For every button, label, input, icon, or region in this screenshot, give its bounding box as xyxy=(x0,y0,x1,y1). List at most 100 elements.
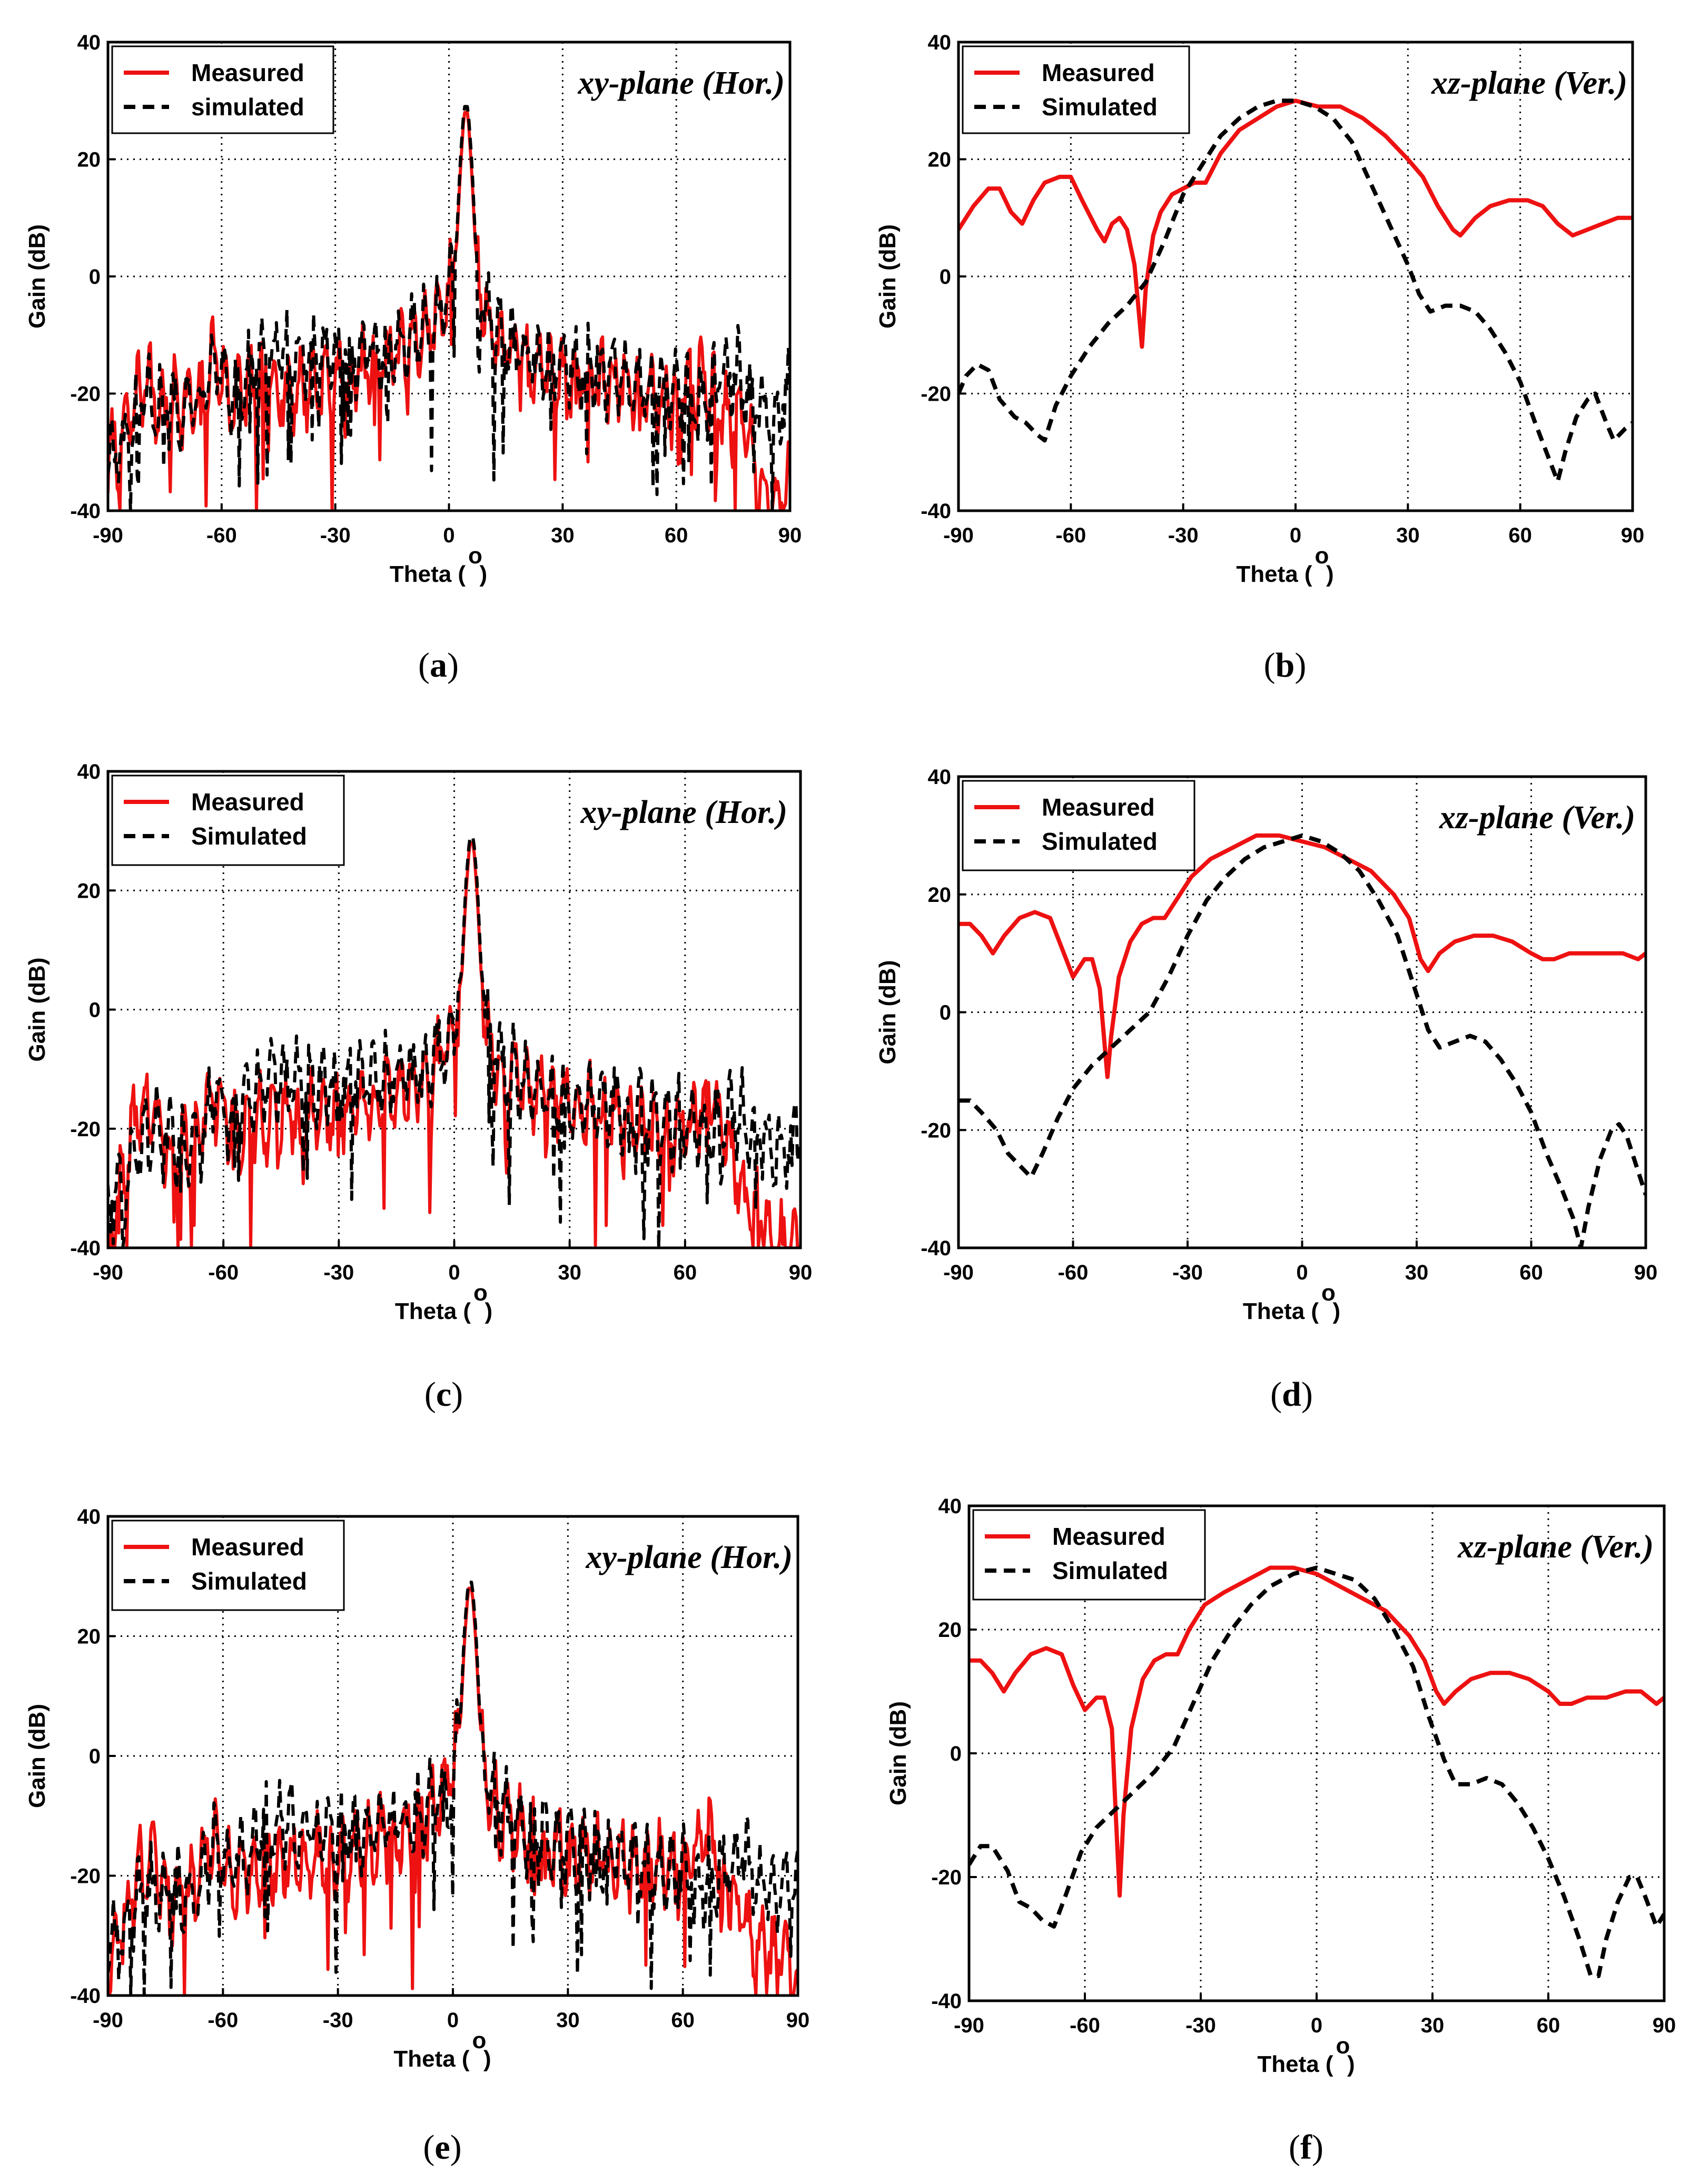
legend-label-measured: Measured xyxy=(1042,59,1155,86)
x-axis-label: Theta ( ) xyxy=(395,1298,492,1324)
x-axis-label-degree: o xyxy=(473,1280,488,1306)
series-simulated xyxy=(108,105,790,511)
x-tick-label: 60 xyxy=(671,2009,695,2032)
x-tick-label: 60 xyxy=(1519,1261,1543,1284)
x-tick-label: -60 xyxy=(208,1261,239,1284)
y-tick-label: -20 xyxy=(921,383,951,406)
legend-box xyxy=(111,775,345,866)
x-tick-label: 30 xyxy=(1421,2014,1445,2037)
y-tick-label: 20 xyxy=(77,148,101,172)
y-axis-label: Gain (dB) xyxy=(875,960,901,1065)
y-tick-label: 40 xyxy=(77,760,101,783)
plane-label: xz-plane (Ver.) xyxy=(1431,65,1627,101)
x-tick-label: -90 xyxy=(943,524,974,547)
x-tick-label: -30 xyxy=(320,524,351,547)
x-axis-label: Theta ( ) xyxy=(393,2046,491,2072)
series-simulated xyxy=(108,835,800,1248)
x-tick-label: 0 xyxy=(448,1261,460,1284)
legend-label-measured: Measured xyxy=(191,788,304,816)
x-tick-label: 30 xyxy=(558,1261,581,1284)
legend-box xyxy=(111,45,334,134)
y-tick-label: 20 xyxy=(928,148,952,172)
y-tick-label: 40 xyxy=(77,1505,101,1528)
panel-caption: (b) xyxy=(1264,646,1307,684)
y-tick-label: 40 xyxy=(938,1495,962,1518)
legend-label-simulated: Simulated xyxy=(191,822,307,850)
plane-label: xz-plane (Ver.) xyxy=(1439,800,1635,836)
panel-caption: (e) xyxy=(423,2128,461,2167)
x-tick-label: -30 xyxy=(1185,2014,1216,2037)
x-tick-label: 0 xyxy=(443,524,454,547)
x-tick-label: -90 xyxy=(93,2009,123,2032)
x-tick-label: 0 xyxy=(1311,2014,1322,2037)
x-tick-label: 60 xyxy=(1537,2014,1560,2037)
y-tick-label: -40 xyxy=(70,500,101,523)
x-tick-label: 0 xyxy=(1296,1261,1308,1284)
y-axis-label: Gain (dB) xyxy=(24,224,50,329)
x-tick-label: -30 xyxy=(1172,1261,1203,1284)
x-tick-label: -90 xyxy=(93,524,123,547)
y-tick-label: -40 xyxy=(70,1984,101,2008)
x-tick-label: 90 xyxy=(1621,524,1645,547)
x-tick-label: -60 xyxy=(206,524,237,547)
legend-label-simulated: Simulated xyxy=(191,1567,307,1595)
y-tick-label: -20 xyxy=(70,1865,101,1888)
x-axis-label-degree: o xyxy=(1315,543,1329,569)
legend-label-simulated: Simulated xyxy=(1042,93,1158,121)
legend-label-measured: Measured xyxy=(1042,793,1155,821)
y-axis-label: Gain (dB) xyxy=(875,224,901,329)
x-tick-label: 90 xyxy=(1634,1261,1658,1284)
x-tick-label: -30 xyxy=(323,1261,354,1284)
y-tick-label: 40 xyxy=(928,766,952,789)
x-axis-label-degree: o xyxy=(1336,2033,1350,2059)
x-axis-label-degree: o xyxy=(472,2028,487,2053)
x-axis-label: Theta ( ) xyxy=(1257,2051,1355,2077)
y-tick-label: 0 xyxy=(89,265,101,289)
x-tick-label: 90 xyxy=(786,2009,810,2032)
y-tick-label: -20 xyxy=(70,1118,101,1141)
x-tick-label: 90 xyxy=(1653,2014,1676,2037)
y-tick-label: 0 xyxy=(89,1745,101,1768)
series-measured xyxy=(969,1565,1664,1898)
x-tick-label: -30 xyxy=(1168,524,1199,547)
y-tick-label: -40 xyxy=(931,1990,962,2013)
x-tick-label: -90 xyxy=(954,2014,984,2037)
legend-label-simulated: Simulated xyxy=(1052,1557,1168,1584)
x-tick-label: -60 xyxy=(1070,2014,1100,2037)
chart-panel-b: -90 -60 -30 0 30 60 90 -40 -20 0 20 40 Theta ( )o Gai… xyxy=(875,31,1644,684)
legend-label-simulated: simulated xyxy=(191,93,304,121)
y-axis-label: Gain (dB) xyxy=(24,958,50,1062)
plane-label: xy-plane (Hor.) xyxy=(585,1540,793,1575)
y-tick-label: 0 xyxy=(940,1001,951,1025)
x-axis-label-degree: o xyxy=(468,543,482,569)
panel-caption: (a) xyxy=(418,646,459,684)
legend-label-simulated: Simulated xyxy=(1042,828,1158,855)
chart-panel-f: -90 -60 -30 0 30 60 90 -40 -20 0 20 40 Theta ( )o Gai… xyxy=(885,1495,1676,2167)
plane-label: xy-plane (Hor.) xyxy=(577,65,785,101)
x-axis-label: Theta ( ) xyxy=(1236,561,1333,587)
chart-panel-c: -90 -60 -30 0 30 60 90 -40 -20 0 20 40 Theta ( )o Gai… xyxy=(24,760,812,1414)
y-axis-label: Gain (dB) xyxy=(885,1701,911,1805)
legend-label-measured: Measured xyxy=(191,59,304,86)
x-tick-label: 30 xyxy=(1405,1261,1429,1284)
y-tick-label: -40 xyxy=(70,1237,101,1260)
chart-panel-d: -90 -60 -30 0 30 60 90 -40 -20 0 20 40 Theta ( )o Gai… xyxy=(875,766,1657,1414)
x-tick-label: -60 xyxy=(1058,1261,1089,1284)
y-tick-label: 20 xyxy=(77,1625,101,1649)
x-tick-label: 30 xyxy=(1396,524,1420,547)
x-tick-label: 30 xyxy=(556,2009,580,2032)
x-axis-label: Theta ( ) xyxy=(1243,1298,1340,1324)
y-tick-label: 0 xyxy=(950,1742,962,1765)
series-simulated xyxy=(958,98,1633,484)
x-tick-label: 90 xyxy=(778,524,802,547)
x-tick-label: -90 xyxy=(93,1261,123,1284)
x-tick-label: 60 xyxy=(674,1261,697,1284)
chart-panel-e: -90 -60 -30 0 30 60 90 -40 -20 0 20 40 Theta ( )o Gai… xyxy=(24,1505,809,2167)
plane-label: xz-plane (Ver.) xyxy=(1457,1529,1654,1565)
x-tick-label: 0 xyxy=(447,2009,459,2032)
x-tick-label: 60 xyxy=(1508,524,1532,547)
series-measured xyxy=(958,98,1633,349)
x-tick-label: -60 xyxy=(207,2009,238,2032)
legend-label-measured: Measured xyxy=(191,1533,304,1561)
y-tick-label: 20 xyxy=(938,1619,962,1642)
